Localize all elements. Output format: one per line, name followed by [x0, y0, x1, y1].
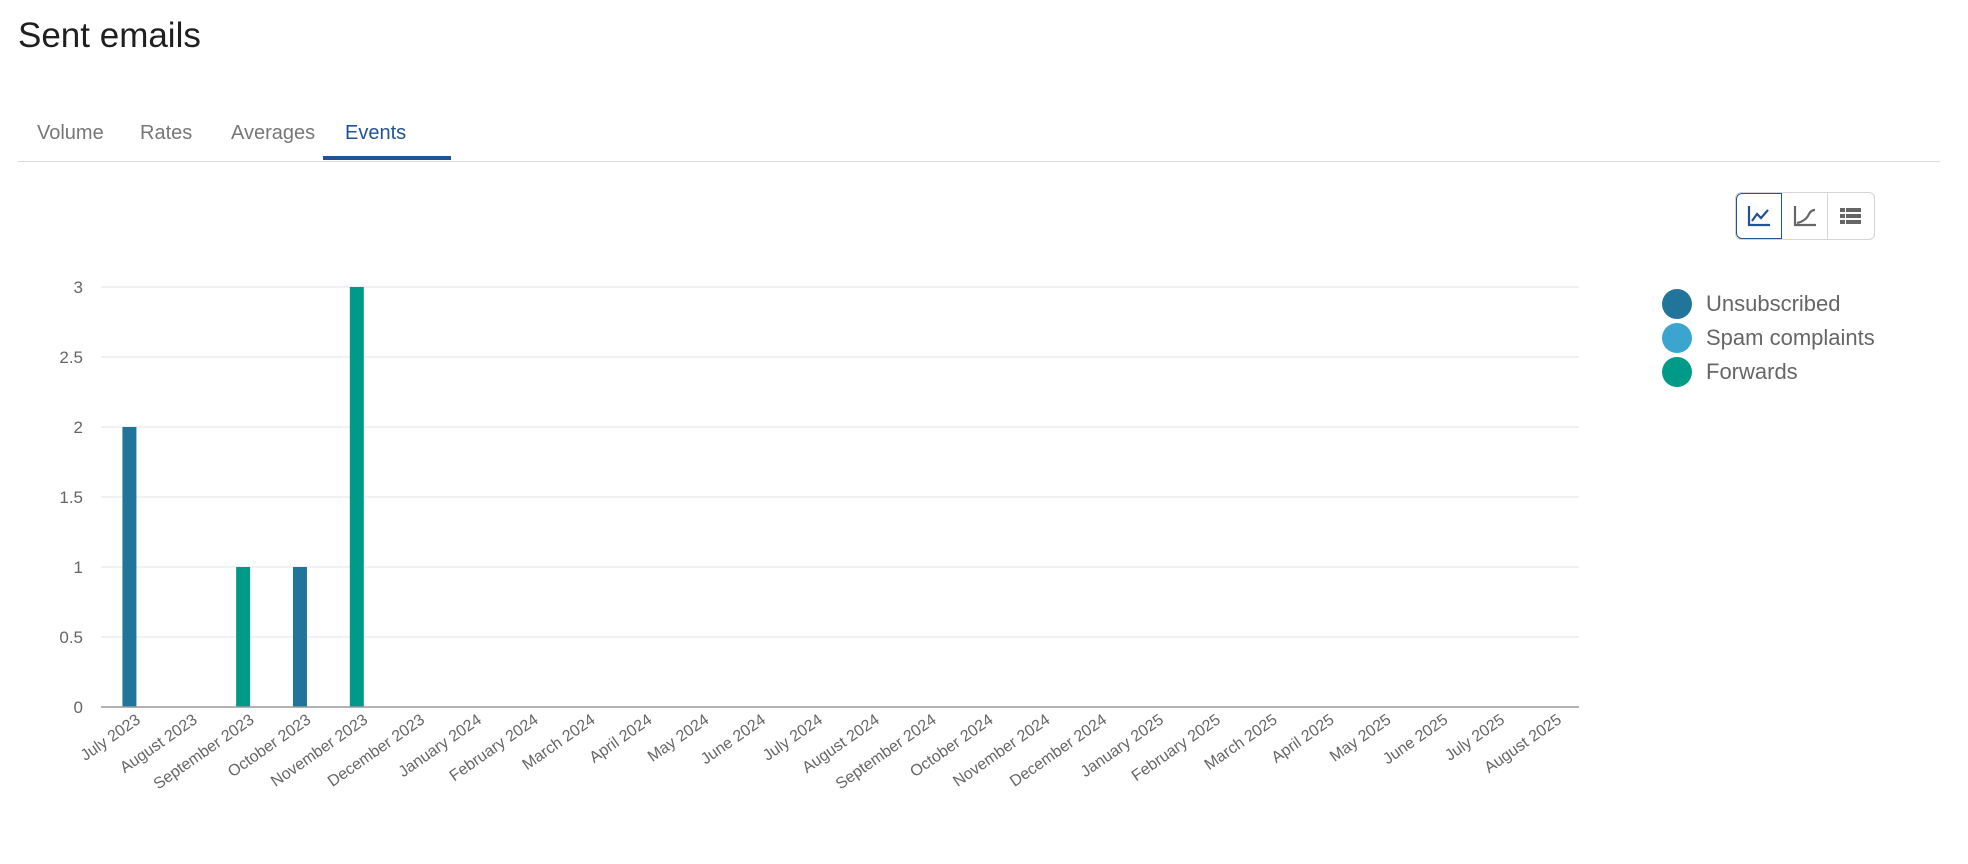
x-tick-label: September 2023 — [151, 711, 258, 793]
unsubscribed-swatch — [1662, 289, 1692, 319]
x-tick-label: December 2023 — [325, 711, 428, 790]
x-tick-label: June 2024 — [698, 711, 769, 768]
legend-item-unsubscribed[interactable]: Unsubscribed — [1662, 274, 1875, 334]
y-tick-label: 2.5 — [59, 348, 83, 367]
line-chart-icon — [1747, 206, 1770, 227]
tab-rates[interactable]: Rates — [140, 122, 193, 144]
y-tick-label: 1.5 — [59, 488, 83, 507]
legend-label: Spam complaints — [1706, 325, 1875, 350]
tab-volume[interactable]: Volume — [37, 122, 104, 144]
view-toggle — [1735, 192, 1875, 240]
tab-averages[interactable]: Averages — [231, 122, 316, 144]
bar-forwards — [349, 287, 364, 707]
x-tick-label: April 2025 — [1269, 711, 1338, 766]
cumulative-chart-view-button[interactable] — [1782, 193, 1828, 239]
table-list-icon — [1840, 208, 1861, 224]
legend-item-spam-complaints[interactable]: Spam complaints — [1662, 308, 1875, 368]
y-tick-label: 1 — [74, 558, 83, 577]
table-view-button[interactable] — [1828, 193, 1874, 239]
x-tick-label: November 2023 — [268, 711, 371, 790]
y-tick-label: 0.5 — [59, 628, 83, 647]
spam-complaints-swatch — [1662, 323, 1692, 353]
y-tick-label: 0 — [74, 698, 83, 717]
cumulative-chart-icon — [1793, 206, 1816, 227]
legend-label: Forwards — [1706, 359, 1798, 384]
page-title: Sent emails — [18, 16, 201, 55]
forwards-swatch — [1662, 357, 1692, 387]
line-chart-view-button[interactable] — [1736, 193, 1782, 239]
active-tab-indicator — [323, 156, 451, 160]
x-tick-label: December 2024 — [1007, 711, 1110, 790]
bar-unsubscribed — [122, 427, 137, 707]
tab-bar: Volume Rates Averages Events — [18, 116, 1940, 162]
legend-label: Unsubscribed — [1706, 291, 1841, 316]
x-tick-label: September 2024 — [833, 711, 940, 793]
y-tick-label: 3 — [74, 278, 83, 297]
chart-legend: Unsubscribed Spam complaints Forwards — [1662, 274, 1875, 402]
legend-item-forwards[interactable]: Forwards — [1662, 342, 1875, 402]
x-tick-label: June 2025 — [1380, 711, 1451, 768]
x-tick-label: April 2024 — [587, 711, 656, 766]
y-tick-label: 2 — [74, 418, 83, 437]
bar-unsubscribed — [292, 567, 307, 707]
x-tick-label: November 2024 — [950, 711, 1053, 790]
tab-events[interactable]: Events — [345, 122, 407, 144]
bar-forwards — [236, 567, 251, 707]
